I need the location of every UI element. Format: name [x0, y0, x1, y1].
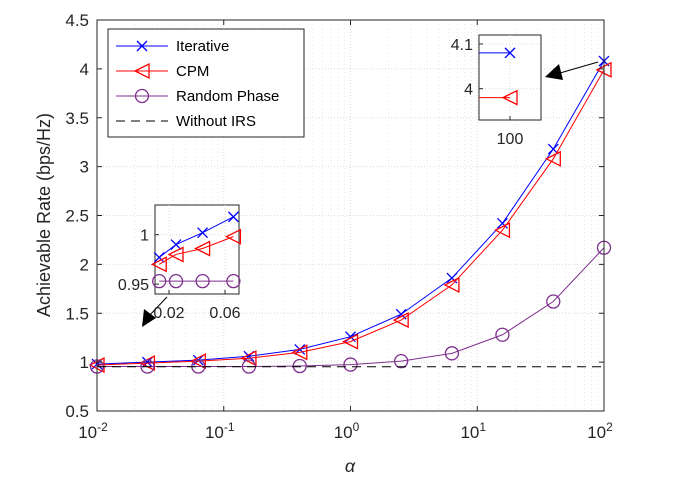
inset-x-tick-label: 0.06	[209, 305, 240, 322]
triangle-marker	[150, 256, 167, 273]
triangle-marker	[189, 353, 206, 370]
x-marker-stroke	[504, 47, 516, 59]
x-marker	[504, 47, 516, 59]
triangle-marker	[133, 62, 150, 80]
legend: Iterative CPM Random Phase Without IRS	[107, 28, 305, 138]
inset-x-tick-label: 100	[497, 131, 524, 148]
x-marker-stroke	[547, 143, 559, 155]
triangle-marker	[291, 344, 308, 361]
x-tick-label: 101	[460, 420, 486, 442]
triangle-marker	[342, 333, 359, 350]
y-tick-label: 1	[80, 353, 89, 372]
triangle-marker	[443, 276, 460, 293]
circle-marker	[343, 357, 358, 372]
triangle-marker	[493, 222, 511, 239]
y-tick-label: 4	[80, 60, 89, 79]
x-marker-stroke	[496, 217, 508, 229]
x-tick-label: 100	[334, 420, 360, 442]
circle-marker	[168, 273, 184, 289]
inset-x-tick-label: 0.02	[153, 305, 184, 322]
x-axis-label: α	[345, 456, 356, 476]
x-marker-stroke	[446, 272, 458, 284]
legend-item: Random Phase	[116, 88, 279, 105]
inset-series-line	[158, 236, 234, 265]
inset-y-tick-label: 0.95	[118, 277, 149, 294]
circle-marker	[495, 327, 510, 342]
circle-marker	[444, 346, 460, 361]
legend-label: Random Phase	[176, 88, 279, 105]
x-marker	[496, 217, 508, 229]
x-marker-stroke	[227, 211, 239, 223]
triangle-marker	[392, 312, 409, 329]
inset-high: 100 4 4.1	[451, 34, 542, 148]
inset-series-random-phase	[152, 273, 241, 289]
x-marker-stroke	[136, 40, 148, 52]
series-line	[96, 69, 605, 366]
series-line	[97, 247, 605, 368]
triangle-marker	[194, 240, 211, 257]
circle-marker	[140, 359, 155, 374]
x-marker-stroke	[197, 227, 209, 239]
y-tick-label: 2	[80, 255, 89, 274]
y-tick-label: 1.5	[65, 304, 89, 323]
tick-labels: 10-2 10-1 100 101 102 0.5 1 1.5 2 2.5 3 3.5 4 4.5	[65, 11, 613, 442]
triangle-marker	[501, 89, 518, 106]
x-marker	[153, 251, 165, 263]
x-marker	[170, 239, 182, 251]
y-tick-label: 3.5	[65, 109, 89, 128]
x-tick-label: 10-2	[78, 420, 108, 442]
circle-marker	[394, 353, 409, 369]
x-marker	[197, 227, 209, 239]
inset-series-cpm	[479, 89, 518, 106]
inset-arrow-low	[142, 296, 168, 327]
inset-low: 0.02 0.06 0.95 1	[118, 204, 242, 322]
ticks	[96, 19, 605, 412]
circle-marker	[546, 294, 561, 309]
x-tick-label: 102	[587, 420, 613, 442]
y-tick-label: 4.5	[65, 11, 89, 30]
inset-series-line	[158, 216, 234, 258]
y-tick-label: 0.5	[65, 402, 89, 421]
legend-label: CPM	[176, 63, 209, 80]
inset-y-tick-label: 4	[464, 82, 473, 99]
y-axis-label: Achievable Rate (bps/Hz)	[34, 113, 54, 317]
legend-item: Without IRS	[116, 113, 256, 130]
x-marker	[227, 211, 239, 223]
inset-series-cpm	[150, 228, 242, 273]
inset-y-tick-label: 4.1	[451, 37, 473, 54]
inset-series-iterative	[153, 211, 239, 263]
circle-marker	[195, 273, 210, 289]
x-marker-stroke	[170, 239, 182, 251]
legend-item: CPM	[116, 62, 209, 80]
circle-marker	[292, 358, 307, 374]
x-marker	[136, 40, 148, 52]
triangle-marker	[544, 150, 561, 167]
legend-label: Iterative	[176, 38, 229, 55]
inset-y-tick-label: 1	[140, 228, 149, 245]
circle-marker	[134, 88, 150, 104]
y-tick-label: 3	[80, 158, 89, 177]
inset-arrow-high	[545, 61, 599, 80]
triangle-marker	[240, 350, 257, 367]
inset-series-iterative	[479, 47, 516, 59]
legend-item: Iterative	[116, 38, 229, 55]
triangle-marker	[224, 228, 242, 245]
series-layer	[88, 55, 612, 374]
x-marker-stroke	[153, 251, 165, 263]
circle-marker	[152, 273, 167, 289]
y-tick-label: 2.5	[65, 207, 89, 226]
triangle-marker	[167, 246, 184, 263]
x-tick-label: 10-1	[205, 420, 235, 442]
circle-marker	[226, 273, 241, 289]
legend-label: Without IRS	[176, 113, 256, 130]
